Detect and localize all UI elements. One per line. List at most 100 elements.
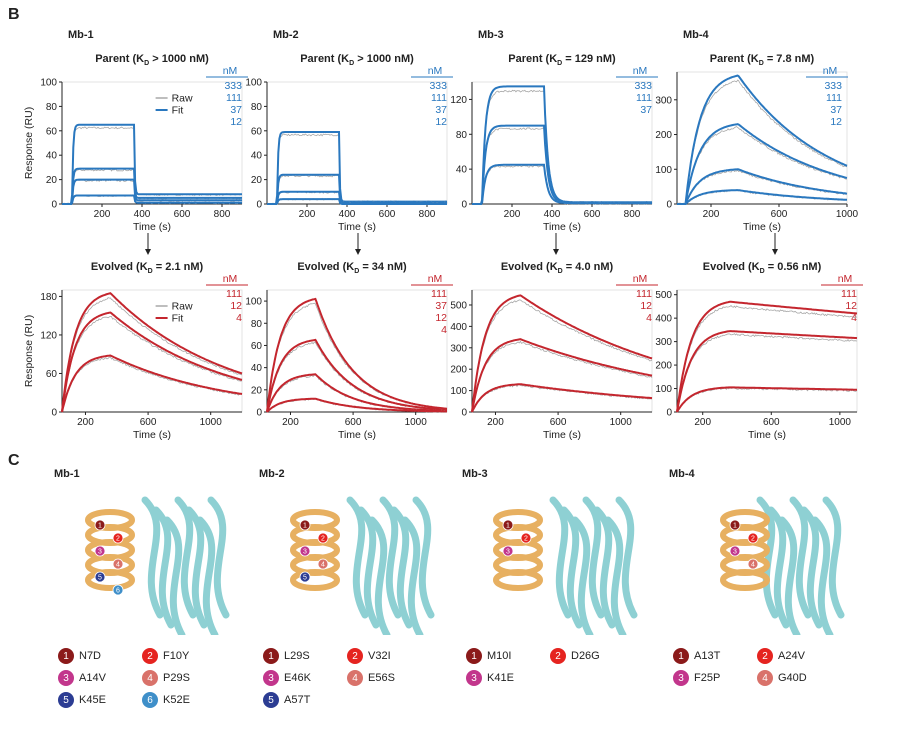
- mutation-badge: 4: [757, 670, 773, 686]
- raw-trace: [472, 89, 652, 205]
- x-axis-label: Time (s): [338, 429, 376, 440]
- concentration-label: 4: [441, 324, 447, 336]
- y-tick-label: 0: [461, 408, 467, 419]
- y-tick-label: 500: [450, 300, 467, 311]
- protein-structure-image: 1 2 3 4 5 6: [85, 496, 230, 635]
- y-tick-label: 40: [46, 151, 58, 162]
- concentration-unit: nM: [633, 65, 648, 77]
- mutation-legend-item: 4 E56S: [347, 670, 395, 686]
- mutation-legend-item: 3 A14V: [58, 670, 106, 686]
- chart-panel: Evolved (KD = 34 nM) 200 600 1000 0 20 40 60 80 1…: [245, 261, 453, 440]
- mutation-site-number: 5: [98, 575, 102, 582]
- y-tick-label: 40: [251, 151, 263, 162]
- mutation-label: F25P: [694, 672, 721, 684]
- fit-curve: [62, 178, 242, 205]
- mutation-site-marker: [317, 558, 329, 570]
- mutation-badge: 2: [757, 648, 773, 664]
- y-tick-label: 60: [251, 341, 263, 352]
- concentration-unit: nM: [633, 273, 648, 285]
- raw-trace: [471, 340, 653, 413]
- fit-curve: [266, 397, 447, 413]
- x-tick-label: 200: [299, 209, 316, 220]
- legend-fit-label: Fit: [172, 313, 184, 325]
- mutation-badge: 5: [58, 692, 74, 708]
- mutation-legend-item: 1 M10I: [466, 648, 511, 664]
- binder-helix-turn: [720, 569, 770, 591]
- mutation-site-number: 6: [116, 588, 120, 595]
- plot-frame: [471, 81, 653, 205]
- mutation-site-marker: [112, 532, 124, 544]
- x-tick-label: 600: [763, 417, 780, 428]
- concentration-label: 333: [634, 80, 652, 92]
- structure-title: Mb-3: [462, 468, 488, 480]
- target-strand: [811, 516, 834, 635]
- y-axis-label: Response (RU): [23, 107, 35, 179]
- chart-panel: Mb-3 Parent (KD = 129 nM) 200 400 600 800 0 40 8…: [450, 29, 658, 255]
- binder-helix-turn: [290, 569, 340, 591]
- concentration-label: 37: [830, 104, 842, 116]
- mutation-label: L29S: [284, 650, 310, 662]
- y-tick-label: 500: [655, 290, 672, 301]
- concentration-unit: nM: [428, 273, 443, 285]
- mutation-badge: 2: [142, 648, 158, 664]
- raw-trace: [266, 133, 448, 205]
- mutation-label: G40D: [778, 672, 807, 684]
- chart-panel: Evolved (KD = 0.56 nM) 200 600 1000 0 100 200 3…: [655, 261, 863, 440]
- y-tick-label: 200: [655, 130, 672, 141]
- x-tick-label: 200: [282, 417, 299, 428]
- panel-header: Mb-4: [683, 29, 710, 41]
- plot-frame: [676, 71, 848, 205]
- concentration-label: 37: [435, 104, 447, 116]
- chart-title: Evolved (KD = 4.0 nM): [501, 261, 614, 275]
- fit-curve: [676, 330, 858, 413]
- raw-trace: [266, 302, 448, 412]
- y-tick-label: 40: [251, 363, 263, 374]
- y-tick-label: 100: [245, 297, 262, 308]
- y-tick-label: 120: [40, 330, 57, 341]
- target-strand: [185, 506, 208, 629]
- x-tick-label: 200: [504, 209, 521, 220]
- concentration-unit: nM: [838, 273, 853, 285]
- fit-curve: [267, 131, 447, 205]
- y-tick-label: 100: [40, 78, 57, 89]
- mutation-legend-item: 2 D26G: [550, 648, 600, 664]
- concentration-label: 4: [646, 312, 652, 324]
- panel-c-label: C: [8, 452, 20, 469]
- y-tick-label: 20: [251, 175, 263, 186]
- mutation-badge: 4: [142, 670, 158, 686]
- plot-frame: [266, 289, 448, 413]
- chart-title: Parent (KD = 7.8 nM): [710, 53, 815, 67]
- mutation-legend-item: 3 E46K: [263, 670, 311, 686]
- mutation-label: K45E: [79, 694, 106, 706]
- mutation-legend-item: 5 A57T: [263, 692, 310, 708]
- mutation-site-marker: [299, 545, 311, 557]
- mutation-site-marker: [502, 519, 514, 531]
- fit-curve: [61, 311, 243, 413]
- mutation-label: D26G: [571, 650, 600, 662]
- x-axis-label: Time (s): [338, 221, 376, 233]
- mutation-legend-item: 1 N7D: [58, 648, 101, 664]
- x-tick-label: 400: [544, 209, 561, 220]
- raw-trace: [266, 341, 448, 413]
- x-tick-label: 400: [339, 209, 356, 220]
- y-tick-label: 60: [46, 369, 58, 380]
- mutation-site-marker: [299, 571, 311, 583]
- mutation-label: E56S: [368, 672, 395, 684]
- mutation-site-number: 4: [116, 562, 120, 569]
- panel-header: Mb-1: [68, 29, 94, 41]
- mutation-label: K52E: [163, 694, 190, 706]
- fit-curve: [676, 300, 858, 413]
- y-tick-label: 180: [40, 292, 57, 303]
- x-tick-label: 1000: [200, 417, 223, 428]
- panel-header: Mb-2: [273, 29, 299, 41]
- mutation-label: V32I: [368, 650, 391, 662]
- x-tick-label: 600: [174, 209, 191, 220]
- mutation-site-number: 1: [98, 523, 102, 530]
- fit-curve: [471, 294, 653, 413]
- y-tick-label: 80: [251, 102, 263, 113]
- raw-trace: [677, 126, 847, 205]
- x-tick-label: 600: [379, 209, 396, 220]
- target-strand: [379, 496, 402, 619]
- x-tick-label: 1000: [829, 417, 852, 428]
- chart-panel: Evolved (KD = 4.0 nM) 200 600 1000 0 100 200 30…: [450, 261, 658, 440]
